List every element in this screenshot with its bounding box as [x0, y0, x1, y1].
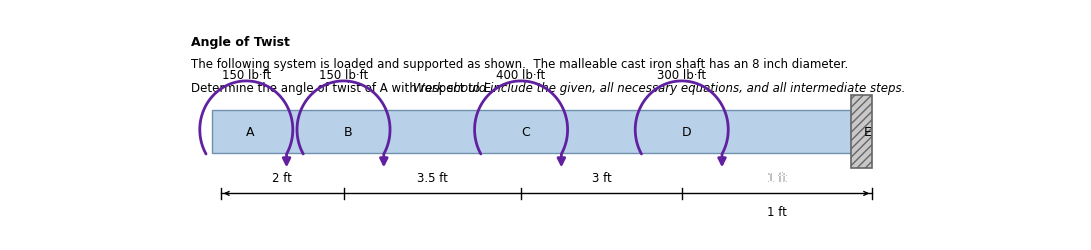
- Text: 1 ft: 1 ft: [767, 171, 787, 184]
- Text: 300 lb·ft: 300 lb·ft: [657, 69, 706, 82]
- Text: 1 ft: 1 ft: [767, 205, 787, 218]
- Text: Work should include the given, all necessary equations, and all intermediate ste: Work should include the given, all neces…: [412, 82, 906, 95]
- Text: 150 lb·ft: 150 lb·ft: [319, 69, 368, 82]
- Text: The following system is loaded and supported as shown.  The malleable cast iron : The following system is loaded and suppo…: [191, 58, 849, 71]
- Text: B: B: [344, 126, 352, 138]
- Text: 3.5 ft: 3.5 ft: [417, 171, 447, 184]
- Text: E: E: [864, 126, 872, 138]
- Bar: [213, 111, 851, 153]
- Text: 400 lb·ft: 400 lb·ft: [496, 69, 546, 82]
- Bar: [851, 96, 872, 168]
- Text: D: D: [682, 126, 692, 138]
- Text: A: A: [247, 126, 255, 138]
- Text: C: C: [521, 126, 530, 138]
- Text: 150 lb·ft: 150 lb·ft: [221, 69, 271, 82]
- Text: 2 ft: 2 ft: [273, 171, 292, 184]
- Text: 1 ft: 1 ft: [767, 171, 787, 184]
- Bar: [851, 96, 872, 168]
- Text: 3 ft: 3 ft: [591, 171, 611, 184]
- Text: Determine the angle of twist of A with respect to E.  Work should include the gi: Determine the angle of twist of A with r…: [191, 82, 995, 95]
- Text: Angle of Twist: Angle of Twist: [191, 36, 290, 49]
- Text: Determine the angle of twist of A with respect to E.: Determine the angle of twist of A with r…: [191, 82, 503, 95]
